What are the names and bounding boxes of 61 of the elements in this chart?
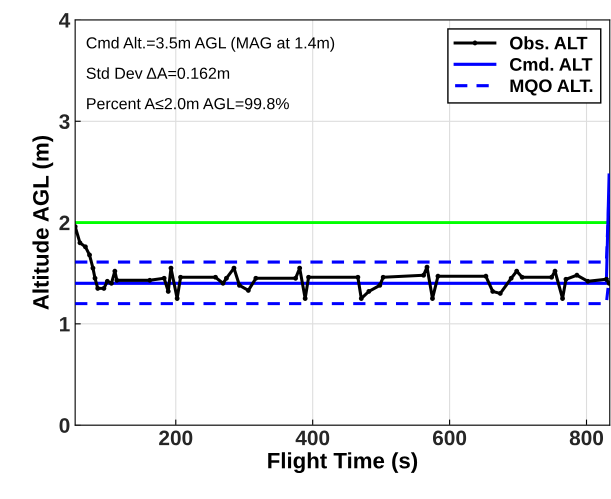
point — [90, 266, 96, 271]
point — [483, 274, 488, 279]
annotation: Std Dev ΔA=0.162m — [86, 67, 230, 79]
point — [174, 296, 180, 301]
point — [109, 280, 114, 286]
point — [520, 274, 525, 280]
x-tick-label: 800 — [570, 430, 604, 446]
legend-label: Obs. ALT — [510, 36, 588, 50]
point — [355, 274, 360, 280]
point — [560, 296, 565, 301]
point — [220, 280, 226, 286]
y-tick-label: 0 — [60, 418, 70, 433]
point — [213, 274, 218, 280]
point — [246, 288, 251, 293]
x-tick-label: 200 — [159, 430, 192, 446]
point — [366, 289, 372, 294]
point — [508, 276, 514, 281]
point — [604, 276, 609, 282]
point — [574, 272, 580, 278]
point — [162, 276, 167, 281]
legend-label: Cmd. ALT — [510, 58, 592, 71]
point — [78, 240, 82, 246]
y-tick-label: 4 — [59, 13, 70, 28]
x-tick-label: 600 — [432, 430, 466, 446]
point — [585, 278, 590, 284]
point — [253, 276, 258, 281]
point — [490, 289, 496, 294]
point — [498, 291, 503, 296]
x-axis-title: Flight Time (s) — [268, 452, 418, 474]
y-tick-label: 2 — [59, 216, 70, 230]
point — [306, 274, 312, 280]
point — [514, 268, 520, 274]
point — [358, 296, 364, 301]
point — [436, 274, 440, 279]
point — [147, 278, 152, 283]
point — [104, 278, 110, 284]
point — [101, 286, 106, 291]
point — [564, 276, 568, 282]
point — [549, 274, 554, 280]
annotation: Percent A≤2.0m AGL=99.8% — [87, 98, 289, 110]
point — [293, 276, 298, 281]
point — [82, 244, 88, 250]
point — [92, 276, 98, 281]
point — [302, 296, 308, 301]
point — [178, 274, 184, 280]
point — [166, 289, 171, 294]
point — [380, 274, 386, 280]
point — [421, 272, 426, 278]
x-tick-label: 400 — [296, 430, 330, 446]
point — [224, 276, 229, 281]
point — [430, 296, 435, 301]
point — [95, 286, 100, 291]
y-axis-title: Altitude AGL (m) — [32, 136, 54, 310]
point — [114, 278, 120, 283]
annotation: Cmd Alt.=3.5m AGL (MAG at 1.4m) — [86, 36, 334, 52]
y-tick-label: 1 — [60, 317, 70, 332]
legend-label: MQO ALT. — [510, 79, 592, 96]
point — [377, 282, 382, 288]
y-tick-label: 3 — [59, 114, 70, 130]
point — [237, 282, 242, 288]
point — [87, 252, 92, 258]
